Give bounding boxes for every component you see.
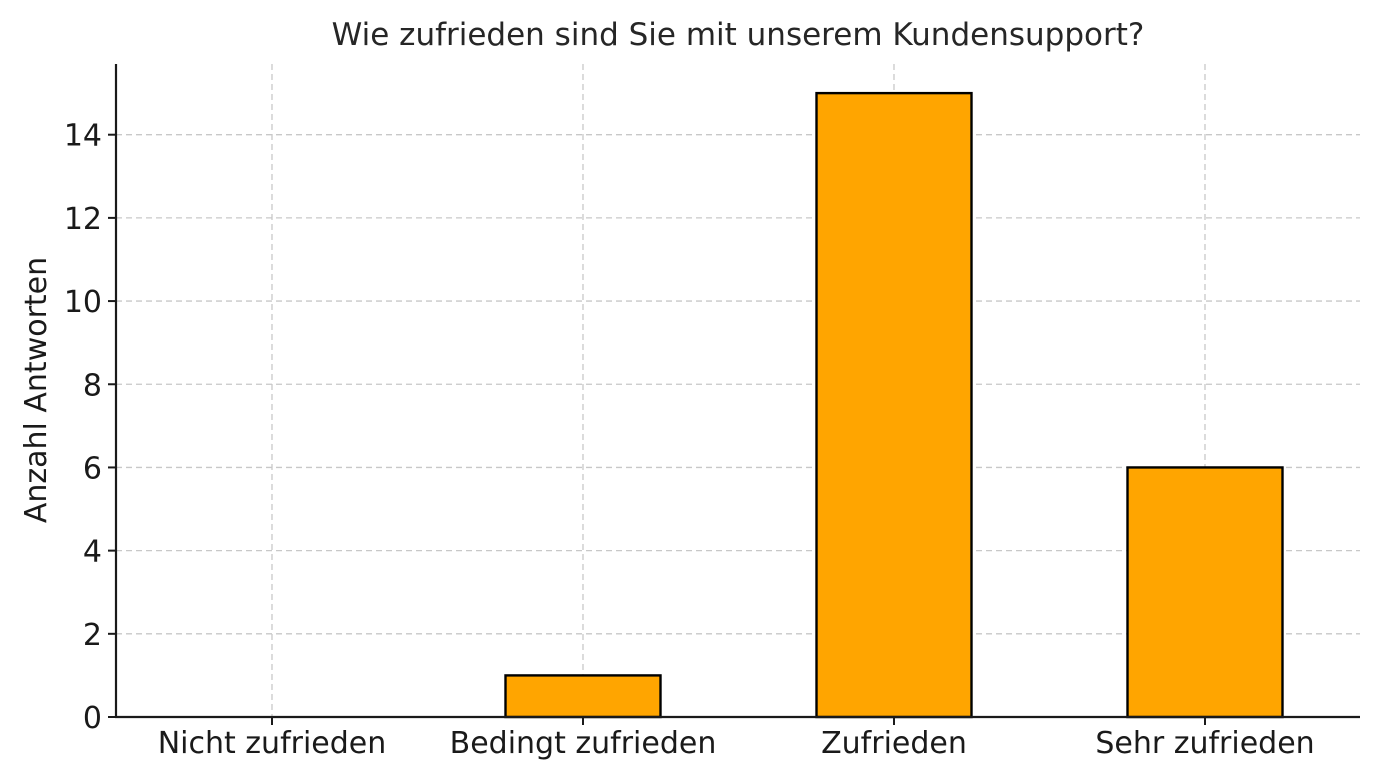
bar-1 <box>504 674 662 719</box>
bar-2 <box>815 91 973 719</box>
y-tick-label-10: 10 <box>64 285 102 320</box>
x-tick-label-1: Bedingt zufrieden <box>450 726 717 761</box>
bars <box>504 91 1284 719</box>
axes <box>114 64 1360 719</box>
y-tick-label-6: 6 <box>83 451 102 486</box>
y-tick-label-0: 0 <box>83 701 102 736</box>
y-tick-label-14: 14 <box>64 119 102 154</box>
x-tick-label-3: Sehr zufrieden <box>1095 726 1314 761</box>
y-ticks: 0 2 4 6 8 10 12 14 <box>64 119 116 736</box>
y-tick-label-12: 12 <box>64 202 102 237</box>
y-axis-label: Anzahl Antworten <box>19 257 54 523</box>
bar-3 <box>1126 466 1284 719</box>
y-tick-label-8: 8 <box>83 368 102 403</box>
x-tick-label-2: Zufrieden <box>821 726 967 761</box>
x-ticks: Nicht zufrieden Bedingt zufrieden Zufriede… <box>158 717 1315 761</box>
y-tick-label-2: 2 <box>83 618 102 653</box>
y-tick-label-4: 4 <box>83 535 102 570</box>
x-tick-label-0: Nicht zufrieden <box>158 726 387 761</box>
chart-title: Wie zufrieden sind Sie mit unserem Kunde… <box>332 17 1145 53</box>
